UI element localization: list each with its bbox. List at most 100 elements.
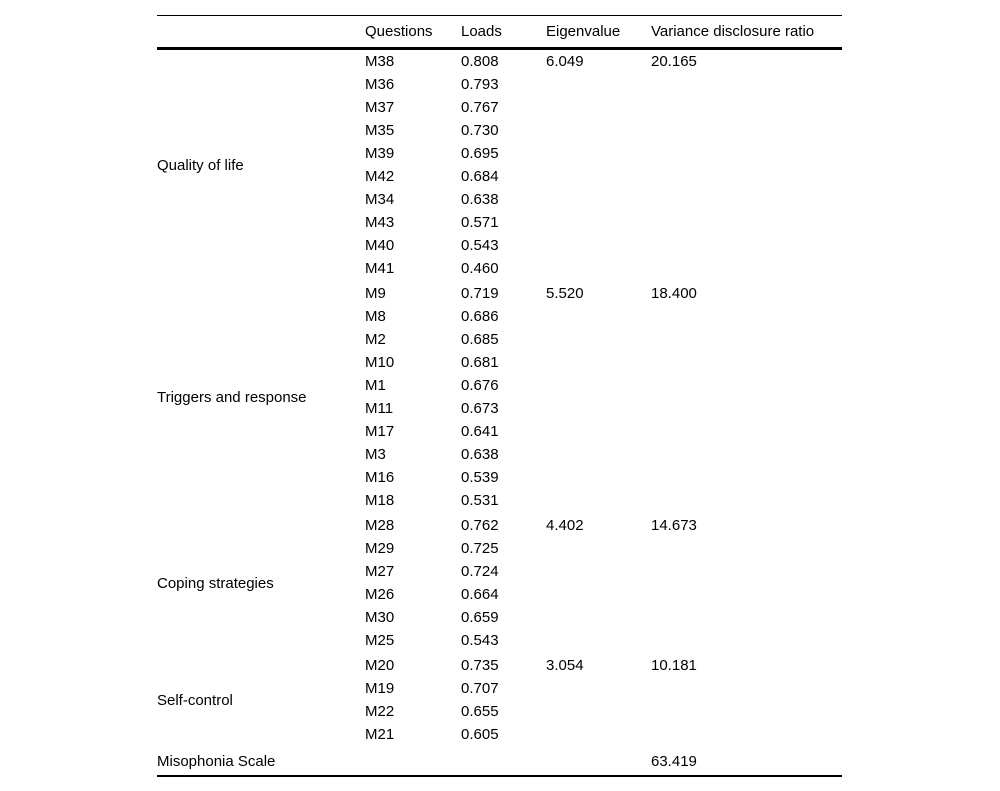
table-row: M18 0.531 xyxy=(157,489,842,512)
cell-question: M21 xyxy=(365,726,395,743)
cell-empty xyxy=(651,211,842,234)
cell-question: M38 xyxy=(365,53,395,70)
cell-load: 0.793 xyxy=(461,76,499,93)
header-questions: Questions xyxy=(365,15,461,50)
cell-question: M22 xyxy=(365,703,395,720)
cell-load: 0.725 xyxy=(461,540,499,557)
cell-load: 0.664 xyxy=(461,586,499,603)
factor-label: Self-control xyxy=(157,691,233,709)
table-row: M22 0.655 xyxy=(157,700,842,723)
cell-load: 0.676 xyxy=(461,377,499,394)
cell-empty xyxy=(546,466,651,489)
cell-question: M17 xyxy=(365,423,395,440)
cell-load: 0.641 xyxy=(461,423,499,440)
cell-empty xyxy=(546,537,651,560)
factor-label: Coping strategies xyxy=(157,574,274,592)
factor-analysis-table: Questions Loads Eigenvalue Variance disc… xyxy=(157,15,842,777)
cell-variance: 10.181 xyxy=(651,657,697,674)
cell-question: M42 xyxy=(365,168,395,185)
cell-load: 0.543 xyxy=(461,237,499,254)
cell-empty xyxy=(546,420,651,443)
cell-empty xyxy=(546,606,651,629)
cell-question: M20 xyxy=(365,657,395,674)
cell-load: 0.605 xyxy=(461,726,499,743)
table-row: M8 0.686 xyxy=(157,305,842,328)
cell-question: M39 xyxy=(365,145,395,162)
cell-question: M30 xyxy=(365,609,395,626)
table-row: M40 0.543 xyxy=(157,234,842,257)
cell-empty xyxy=(546,443,651,466)
cell-question: M10 xyxy=(365,354,395,371)
table-row: M21 0.605 xyxy=(157,723,842,746)
table-row: M36 0.793 xyxy=(157,73,842,96)
table-row: M11 0.673 xyxy=(157,397,842,420)
cell-question: M11 xyxy=(365,400,394,417)
header-factor xyxy=(157,15,365,50)
cell-question: M34 xyxy=(365,191,395,208)
cell-empty xyxy=(651,606,842,629)
cell-empty xyxy=(546,142,651,165)
table-row: Coping strategies M28 0.762 4.402 14.673 xyxy=(157,512,842,592)
cell-empty xyxy=(546,188,651,211)
header-row: Questions Loads Eigenvalue Variance disc… xyxy=(157,15,842,50)
cell-question: M36 xyxy=(365,76,395,93)
cell-empty xyxy=(365,746,461,776)
cell-eigenvalue: 5.520 xyxy=(546,285,584,302)
cell-load: 0.724 xyxy=(461,563,499,580)
cell-load: 0.531 xyxy=(461,492,499,509)
cell-empty xyxy=(546,211,651,234)
factor-label: Quality of life xyxy=(157,156,244,174)
total-label: Misophonia Scale xyxy=(157,753,276,770)
table-row: M10 0.681 xyxy=(157,351,842,374)
cell-load: 0.695 xyxy=(461,145,499,162)
cell-empty xyxy=(546,723,651,746)
cell-question: M9 xyxy=(365,285,386,302)
cell-load: 0.673 xyxy=(461,400,499,417)
table-row: M35 0.730 xyxy=(157,119,842,142)
cell-load: 0.681 xyxy=(461,354,499,371)
cell-empty xyxy=(651,700,842,723)
cell-empty xyxy=(651,351,842,374)
table-row: M43 0.571 xyxy=(157,211,842,234)
header-loads: Loads xyxy=(461,15,546,50)
cell-empty xyxy=(651,466,842,489)
cell-question: M3 xyxy=(365,446,386,463)
cell-load: 0.638 xyxy=(461,191,499,208)
cell-load: 0.659 xyxy=(461,609,499,626)
cell-eigenvalue: 6.049 xyxy=(546,53,584,70)
cell-empty xyxy=(651,723,842,746)
table-row: Self-control M20 0.735 3.054 10.181 xyxy=(157,652,842,709)
table-row: M25 0.543 xyxy=(157,629,842,652)
cell-empty xyxy=(546,234,651,257)
cell-empty xyxy=(546,374,651,397)
cell-empty xyxy=(546,629,651,652)
table-row: M29 0.725 xyxy=(157,537,842,560)
cell-empty xyxy=(651,537,842,560)
table-row: Triggers and response M9 0.719 5.520 18.… xyxy=(157,280,842,406)
table-row: M19 0.707 xyxy=(157,677,842,700)
table-row: M26 0.664 xyxy=(157,583,842,606)
cell-empty xyxy=(546,351,651,374)
table-row: M27 0.724 xyxy=(157,560,842,583)
cell-load: 0.762 xyxy=(461,517,499,534)
cell-empty xyxy=(651,119,842,142)
cell-empty xyxy=(651,677,842,700)
cell-load: 0.707 xyxy=(461,680,499,697)
table-row: M30 0.659 xyxy=(157,606,842,629)
cell-load: 0.685 xyxy=(461,331,499,348)
cell-question: M16 xyxy=(365,469,395,486)
cell-empty xyxy=(651,489,842,512)
cell-empty xyxy=(651,165,842,188)
cell-empty xyxy=(546,397,651,420)
cell-empty xyxy=(546,489,651,512)
cell-question: M29 xyxy=(365,540,395,557)
cell-question: M2 xyxy=(365,331,386,348)
cell-question: M1 xyxy=(365,377,386,394)
table-row: M1 0.676 xyxy=(157,374,842,397)
cell-load: 0.684 xyxy=(461,168,499,185)
cell-load: 0.735 xyxy=(461,657,499,674)
table-row: M34 0.638 xyxy=(157,188,842,211)
cell-empty xyxy=(546,119,651,142)
cell-empty xyxy=(651,420,842,443)
